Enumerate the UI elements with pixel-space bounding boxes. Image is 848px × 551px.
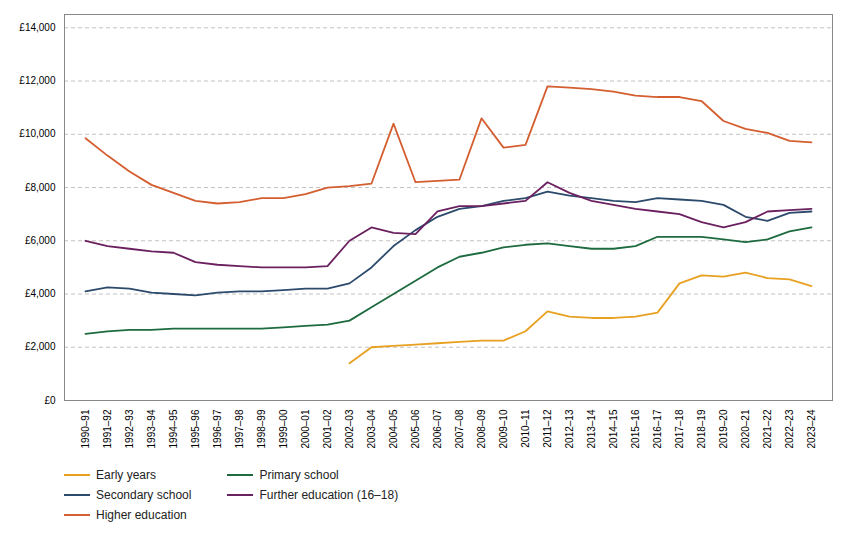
svg-text:2009–10: 2009–10 — [498, 409, 509, 448]
html-text:Early years: Early years — [96, 468, 156, 482]
html-text:Secondary school: Secondary school — [96, 488, 192, 502]
svg-text:2021–22: 2021–22 — [762, 409, 773, 448]
svg-text:2022–23: 2022–23 — [784, 409, 795, 448]
svg-text:£6,000: £6,000 — [25, 235, 56, 246]
svg-text:£14,000: £14,000 — [19, 22, 56, 33]
svg-text:2013–14: 2013–14 — [586, 409, 597, 448]
svg-text:1999–00: 1999–00 — [278, 409, 289, 448]
svg-text:1994–95: 1994–95 — [168, 409, 179, 448]
svg-text:2012–13: 2012–13 — [564, 409, 575, 448]
svg-text:£12,000: £12,000 — [19, 75, 56, 86]
svg-text:1996–97: 1996–97 — [212, 409, 223, 448]
svg-text:2010–11: 2010–11 — [520, 409, 531, 448]
svg-text:2000–01: 2000–01 — [300, 409, 311, 448]
svg-text:1992–93: 1992–93 — [124, 409, 135, 448]
svg-text:2003–04: 2003–04 — [366, 409, 377, 448]
svg-text:1995–96: 1995–96 — [190, 409, 201, 448]
svg-text:2014–15: 2014–15 — [608, 409, 619, 448]
svg-text:2015–16: 2015–16 — [630, 409, 641, 448]
svg-text:2004–05: 2004–05 — [388, 409, 399, 448]
svg-text:£4,000: £4,000 — [25, 288, 56, 299]
html-text:Higher education: Higher education — [96, 508, 187, 522]
svg-text:2011–12: 2011–12 — [542, 409, 553, 448]
svg-text:2005–06: 2005–06 — [410, 409, 421, 448]
svg-text:£8,000: £8,000 — [25, 182, 56, 193]
svg-text:£10,000: £10,000 — [19, 128, 56, 139]
svg-text:2023–24: 2023–24 — [806, 409, 817, 448]
svg-text:2020–21: 2020–21 — [740, 409, 751, 448]
svg-text:1991–92: 1991–92 — [102, 409, 113, 448]
html-text:Primary school: Primary school — [259, 468, 339, 482]
svg-text:2001–02: 2001–02 — [322, 409, 333, 448]
html-text:Further education (16–18): Further education (16–18) — [259, 488, 399, 502]
svg-text:1997–98: 1997–98 — [234, 409, 245, 448]
svg-text:2002–03: 2002–03 — [344, 409, 355, 448]
svg-text:2016–17: 2016–17 — [652, 409, 663, 448]
svg-text:2017–18: 2017–18 — [674, 409, 685, 448]
svg-text:2019–20: 2019–20 — [718, 409, 729, 448]
svg-text:1990–91: 1990–91 — [80, 409, 91, 448]
svg-text:£2,000: £2,000 — [25, 341, 56, 352]
svg-text:2018–19: 2018–19 — [696, 409, 707, 448]
svg-text:2007–08: 2007–08 — [454, 409, 465, 448]
svg-text:2006–07: 2006–07 — [432, 409, 443, 448]
svg-text:£0: £0 — [44, 395, 56, 406]
svg-text:1998–99: 1998–99 — [256, 409, 267, 448]
svg-text:2008–09: 2008–09 — [476, 409, 487, 448]
svg-text:1993–94: 1993–94 — [146, 409, 157, 448]
